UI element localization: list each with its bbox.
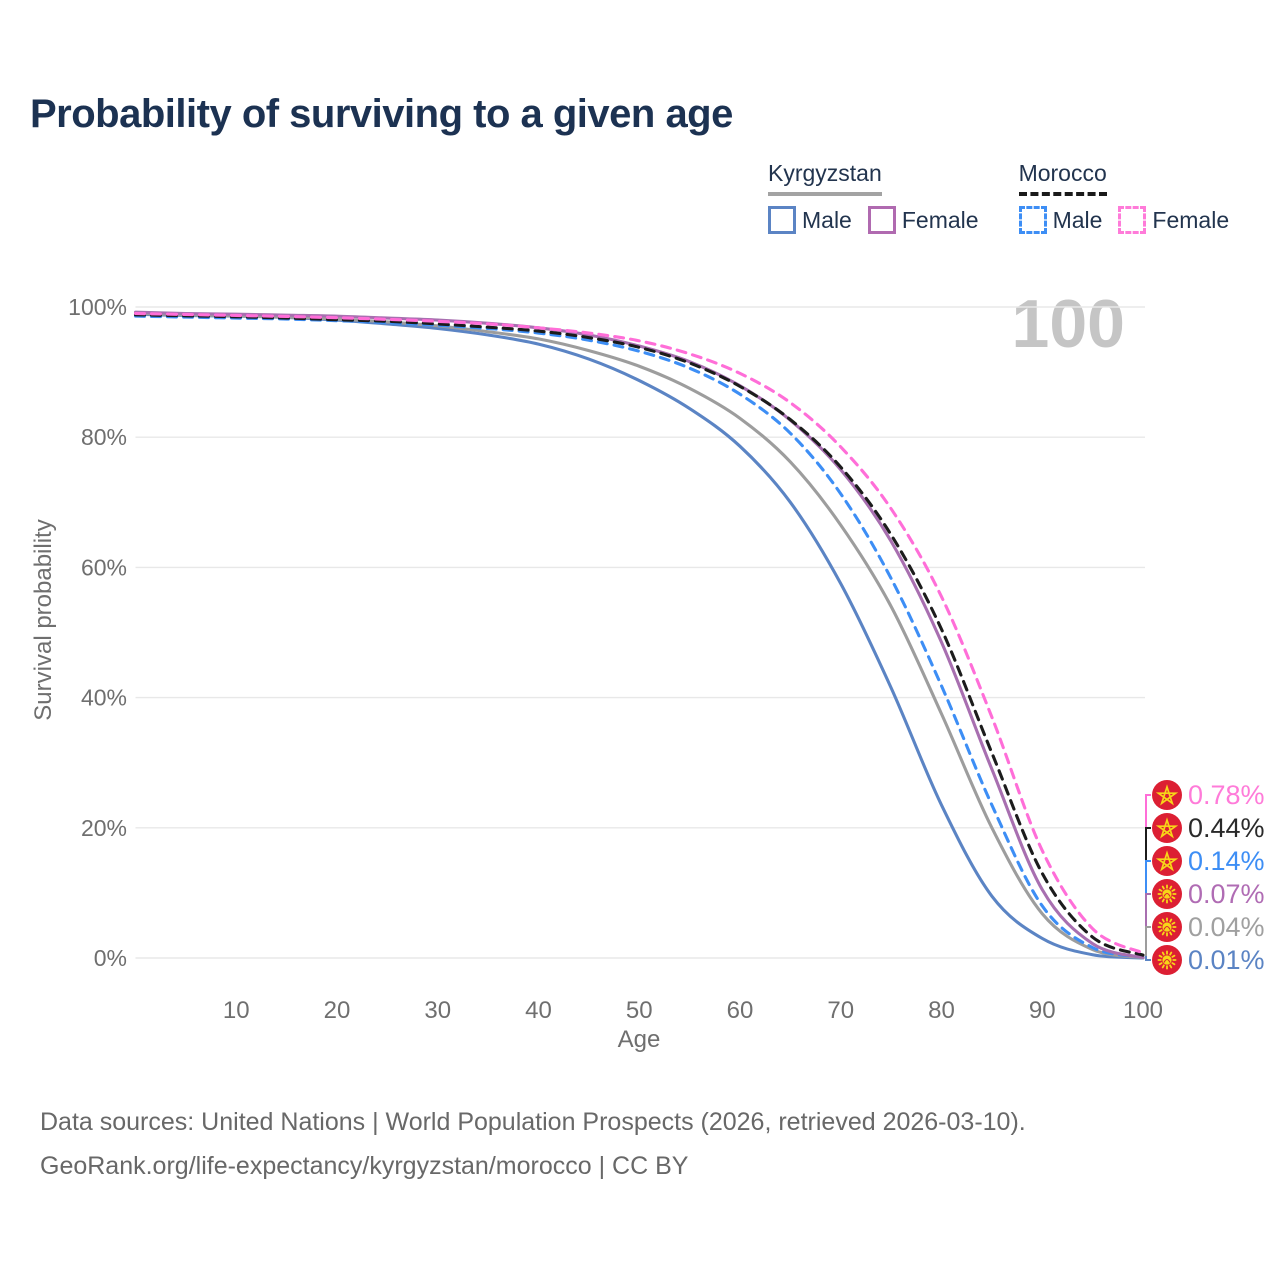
legend-swatch-morocco-male bbox=[1018, 206, 1047, 234]
x-tick-label: 90 bbox=[1029, 997, 1056, 1024]
y-tick-label: 40% bbox=[81, 685, 127, 711]
x-tick-label: 100 bbox=[1123, 997, 1163, 1024]
legend-swatch-kyrgyzstan-female bbox=[867, 206, 896, 234]
legend-swatch-morocco-female bbox=[1118, 206, 1147, 234]
y-tick-label: 20% bbox=[81, 815, 127, 841]
pentagram-star-icon bbox=[1155, 817, 1179, 839]
legend-item-morocco-male[interactable]: Male bbox=[1018, 206, 1103, 234]
end-label-morocco-male: 0.14% bbox=[1152, 846, 1265, 876]
end-label-kyrgyzstan-male: 0.01% bbox=[1152, 945, 1265, 975]
curve-kyrgyzstan-female[interactable] bbox=[133, 310, 1145, 960]
end-connector-kyrgyzstan-all bbox=[1145, 926, 1151, 956]
legend-item-label: Male bbox=[1052, 206, 1103, 233]
y-tick-label: 80% bbox=[81, 424, 127, 450]
legend-item-kyrgyzstan-male[interactable]: Male bbox=[768, 206, 852, 234]
sun-rays-icon bbox=[1157, 950, 1177, 970]
end-label-value-morocco-all: 0.44% bbox=[1188, 813, 1265, 843]
end-label-morocco-all: 0.44% bbox=[1152, 813, 1265, 843]
end-label-value-kyrgyzstan-male: 0.01% bbox=[1188, 945, 1265, 975]
curve-morocco-all[interactable] bbox=[133, 313, 1145, 957]
pentagram-star-icon bbox=[1155, 850, 1179, 872]
x-tick-label: 20 bbox=[324, 997, 351, 1024]
end-connector-kyrgyzstan-male bbox=[1145, 956, 1151, 961]
legend-item-label: Female bbox=[1152, 206, 1230, 233]
end-label-value-kyrgyzstan-female: 0.07% bbox=[1188, 879, 1265, 909]
sun-rays-icon bbox=[1157, 917, 1177, 937]
end-label-value-morocco-female: 0.78% bbox=[1188, 780, 1265, 810]
sun-rays-icon bbox=[1157, 884, 1177, 904]
end-label-value-morocco-male: 0.14% bbox=[1188, 846, 1265, 876]
y-tick-label: 60% bbox=[81, 554, 127, 580]
x-tick-label: 70 bbox=[827, 997, 854, 1024]
end-label-kyrgyzstan-female: 0.07% bbox=[1152, 879, 1265, 909]
flag-morocco-icon bbox=[1152, 780, 1182, 810]
curve-morocco-male[interactable] bbox=[133, 314, 1145, 959]
legend-item-label: Male bbox=[802, 206, 852, 233]
legend-swatch-kyrgyzstan-male bbox=[768, 206, 796, 234]
end-label-kyrgyzstan-all: 0.04% bbox=[1152, 912, 1265, 942]
end-label-value-kyrgyzstan-all: 0.04% bbox=[1188, 912, 1265, 942]
x-tick-label: 60 bbox=[727, 997, 754, 1024]
curve-morocco-female[interactable] bbox=[133, 311, 1145, 955]
y-tick-label: 100% bbox=[68, 294, 127, 320]
age-counter-watermark: 100 bbox=[1011, 286, 1125, 362]
data-sources-line: Data sources: United Nations | World Pop… bbox=[40, 1108, 1026, 1136]
x-tick-label: 50 bbox=[626, 997, 653, 1024]
curve-kyrgyzstan-male[interactable] bbox=[133, 312, 1145, 960]
x-tick-label: 40 bbox=[525, 997, 552, 1024]
flag-morocco-icon bbox=[1152, 846, 1182, 876]
legend: Kyrgyzstan Male Female Morocco Male Female bbox=[768, 160, 1229, 234]
legend-group-morocco: Morocco Male Female bbox=[1018, 160, 1229, 234]
legend-item-kyrgyzstan-female[interactable]: Female bbox=[867, 206, 979, 234]
pentagram-star-icon bbox=[1155, 784, 1179, 806]
page-title: Probability of surviving to a given age bbox=[30, 92, 733, 136]
legend-group-kyrgyzstan: Kyrgyzstan Male Female bbox=[768, 160, 979, 234]
legend-item-label: Female bbox=[901, 206, 979, 233]
flag-morocco-icon bbox=[1152, 813, 1182, 843]
x-tick-label: 10 bbox=[223, 997, 250, 1024]
legend-country-label-morocco[interactable]: Morocco bbox=[1018, 160, 1107, 196]
y-tick-label: 0% bbox=[94, 945, 127, 971]
attribution-line: GeoRank.org/life-expectancy/kyrgyzstan/m… bbox=[40, 1152, 689, 1180]
end-label-morocco-female: 0.78% bbox=[1152, 780, 1265, 810]
legend-country-label-kyrgyzstan[interactable]: Kyrgyzstan bbox=[768, 160, 882, 196]
curve-kyrgyzstan-all[interactable] bbox=[133, 311, 1145, 960]
x-tick-label: 80 bbox=[928, 997, 955, 1024]
x-axis-title: Age bbox=[617, 1026, 661, 1053]
legend-item-morocco-female[interactable]: Female bbox=[1118, 206, 1229, 234]
footer: Data sources: United Nations | World Pop… bbox=[40, 1100, 1026, 1188]
x-tick-label: 30 bbox=[424, 997, 451, 1024]
